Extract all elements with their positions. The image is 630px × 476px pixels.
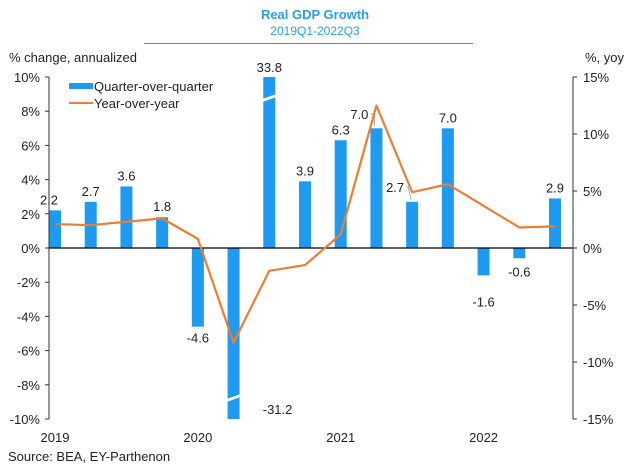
- bar-2022Q2: [513, 248, 526, 259]
- legend-swatch-qoq: [69, 83, 93, 89]
- bar-value-label: 7.0: [350, 107, 368, 122]
- title-divider: [144, 43, 473, 44]
- right-tick-label: 0%: [583, 241, 602, 256]
- legend-label-yoy: Year-over-year: [94, 96, 180, 111]
- left-tick-label: 4%: [21, 173, 40, 188]
- x-tick-label: 2019: [41, 430, 70, 445]
- bar-value-label: 2.7: [386, 180, 404, 195]
- legend-label-qoq: Quarter-over-quarter: [94, 79, 214, 94]
- bar-2021Q2: [370, 128, 383, 248]
- right-axis: -15% -10% -5% 0% 5% 10% 15%: [572, 70, 614, 427]
- axis-break-mark: [262, 94, 277, 102]
- bar-2019Q3: [120, 186, 133, 248]
- label-leader-line: [406, 186, 412, 200]
- bar-series: [49, 77, 561, 419]
- left-tick-label: 0%: [21, 241, 40, 256]
- x-tick-label: 2021: [326, 430, 355, 445]
- bar-value-label: 3.6: [117, 168, 135, 183]
- left-tick-label: -10%: [10, 412, 41, 427]
- right-tick-label: -15%: [583, 412, 614, 427]
- bar-2022Q3: [549, 198, 561, 248]
- right-axis-title: %, yoy: [584, 50, 624, 65]
- bar-value-label: -4.6: [187, 331, 209, 346]
- left-axis-title: % change, annualized: [9, 50, 137, 65]
- chart-subtitle: 2019Q1-2022Q3: [270, 24, 360, 38]
- bar-value-label: -31.2: [263, 402, 293, 417]
- right-tick-label: 15%: [583, 70, 609, 85]
- x-axis: 2019 2020 2021 2022: [41, 430, 498, 445]
- bar-2020Q1: [191, 248, 204, 327]
- bar-value-label: 2.9: [546, 180, 564, 195]
- bar-value-label: 6.3: [332, 122, 350, 137]
- left-tick-label: -4%: [17, 309, 41, 324]
- right-tick-label: 10%: [583, 127, 609, 142]
- bar-2019Q4: [156, 217, 169, 248]
- right-tick-label: -5%: [583, 298, 607, 313]
- axis-break-mark: [226, 394, 241, 402]
- source-note: Source: BEA, EY-Parthenon: [8, 449, 171, 464]
- yoy-line: [54, 104, 556, 344]
- bar-value-label: 1.8: [153, 199, 171, 214]
- right-tick-label: -10%: [583, 355, 614, 370]
- bar-value-label: 7.0: [439, 110, 457, 125]
- bar-value-label: 2.7: [82, 184, 100, 199]
- x-tick-label: 2020: [183, 430, 212, 445]
- bar-2021Q3: [406, 201, 419, 248]
- chart-title: Real GDP Growth: [260, 7, 370, 22]
- bar-2019Q1: [49, 210, 61, 248]
- left-axis: -10% -8% -6% -4% -2% 0% 2% 4% 6% 8% 10%: [10, 70, 50, 427]
- bar-2020Q4: [299, 181, 311, 248]
- left-tick-label: -6%: [17, 344, 41, 359]
- bar-labels: 2.22.73.61.8-4.6-31.233.83.96.37.02.77.0…: [40, 60, 564, 417]
- left-tick-label: -8%: [17, 378, 41, 393]
- bar-value-label: 33.8: [257, 60, 282, 75]
- bar-2022Q1: [477, 248, 490, 276]
- right-tick-label: 5%: [583, 184, 602, 199]
- bar-2020Q3: [263, 77, 276, 248]
- left-tick-label: 10%: [14, 70, 40, 85]
- left-tick-label: 2%: [21, 207, 40, 222]
- left-tick-label: -2%: [17, 275, 41, 290]
- bar-2020Q2: [227, 248, 240, 419]
- legend: Quarter-over-quarter Year-over-year: [69, 79, 214, 111]
- bar-value-label: 3.9: [296, 163, 314, 178]
- bar-value-label: -0.6: [508, 264, 530, 279]
- bar-value-label: -1.6: [472, 294, 494, 309]
- x-tick-label: 2022: [469, 430, 498, 445]
- left-tick-label: 8%: [21, 104, 40, 119]
- left-tick-label: 6%: [21, 138, 40, 153]
- bar-2021Q4: [441, 128, 454, 248]
